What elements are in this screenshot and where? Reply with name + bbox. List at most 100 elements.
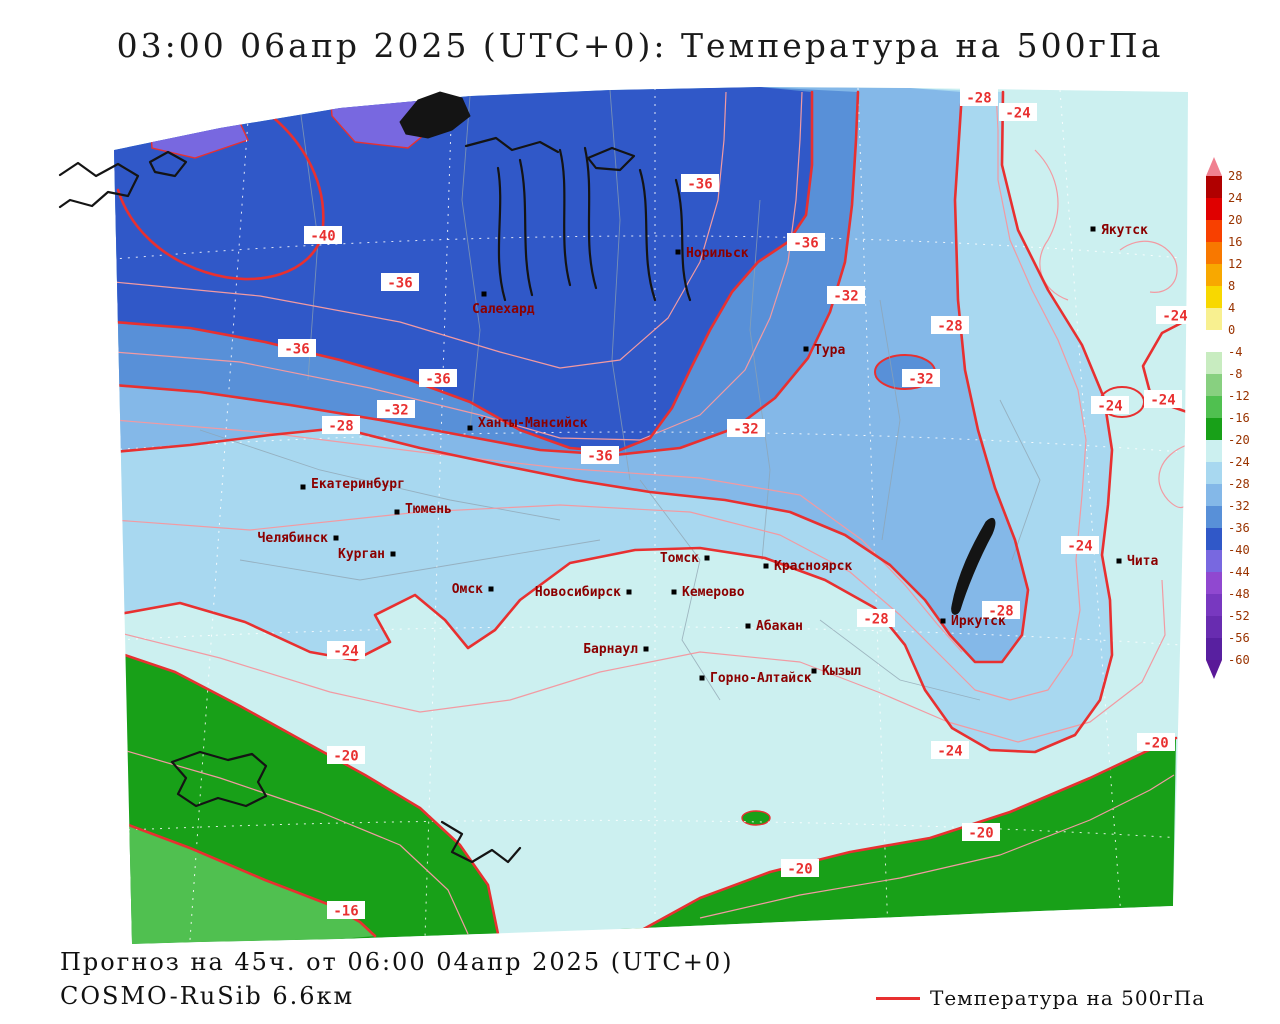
ob-bay: [496, 158, 534, 302]
contour-label-bg: [327, 641, 365, 659]
colorbar-segment: [1206, 396, 1222, 418]
contour-label-bg: [1156, 306, 1194, 324]
colorbar-tick-label: -32: [1228, 499, 1250, 513]
colorbar-tick-label: 0: [1228, 323, 1235, 337]
contour-label-bg: [960, 88, 998, 106]
city-label: Кемерово: [682, 585, 745, 600]
city-label: Барнаул: [583, 642, 638, 657]
city-label: Красноярск: [774, 559, 852, 574]
city-marker: [394, 509, 400, 515]
colorbar-tick-label: 4: [1228, 301, 1235, 315]
city-label: Кызыл: [822, 664, 861, 679]
colorbar-segment: [1206, 506, 1222, 528]
city-label: Челябинск: [258, 531, 329, 546]
contour-label: -24: [937, 744, 962, 760]
contour-label-bg: [304, 226, 342, 244]
contour-label-bg: [1144, 390, 1182, 408]
city-label: Салехард: [472, 302, 535, 317]
colorbar-tick-label: -36: [1228, 521, 1250, 535]
city-marker: [803, 346, 809, 352]
colorbar-tick-label: 8: [1228, 279, 1235, 293]
temp-band-minus16-southeast: [620, 738, 1176, 931]
contour-label-bg: [1137, 733, 1175, 751]
colorbar-segment: [1206, 594, 1222, 616]
temperature-bands: [114, 87, 1176, 944]
novaya-zemlya: [399, 91, 471, 139]
contour-label-bg: [931, 741, 969, 759]
contour-label: -36: [687, 177, 712, 193]
contour-label-bg: [827, 286, 865, 304]
legend: Температура на 500гПа: [876, 986, 1205, 1010]
colorbar-segment: [1206, 330, 1222, 352]
forecast-info: Прогноз на 45ч. от 06:00 04апр 2025 (UTC…: [60, 948, 734, 976]
contour-label-bg: [327, 746, 365, 764]
contour-minus32: [114, 90, 860, 457]
island: [148, 150, 188, 178]
city-label: Екатеринбург: [311, 477, 405, 492]
city-marker: [300, 484, 306, 490]
city-marker: [626, 589, 632, 595]
city-marker: [745, 623, 751, 629]
city-marker: [811, 668, 817, 674]
legend-line-sample: [876, 996, 920, 1000]
colorbar-segment: [1206, 572, 1222, 594]
colorbar-segment: [1206, 198, 1222, 220]
colorbar-segment: [1206, 418, 1222, 440]
contour-label-bg: [902, 369, 940, 387]
colorbar-arrow-down: [1206, 660, 1222, 679]
city-label: Новосибирск: [535, 585, 621, 600]
coast-segment: [464, 136, 560, 154]
contour-label-bg: [857, 609, 895, 627]
city-marker: [940, 618, 946, 624]
contour-label-bg: [999, 103, 1037, 121]
city-marker: [643, 646, 649, 652]
city-marker: [481, 291, 487, 297]
temp-band-minus36: [114, 87, 812, 452]
colorbar-segment: [1206, 374, 1222, 396]
taz-yenisei-bays: [558, 146, 692, 302]
colorbar-segment: [1206, 616, 1222, 638]
colorbar-tick-label: -44: [1228, 565, 1250, 579]
colorbar-tick-label: -8: [1228, 367, 1242, 381]
city-marker: [699, 675, 705, 681]
contour-minus20-southwest: [114, 650, 500, 936]
contour-label: -20: [968, 826, 993, 842]
contour-label-bg: [581, 446, 619, 464]
colorbar-segment: [1206, 264, 1222, 286]
colorbar-tick-label: -24: [1228, 455, 1250, 469]
colorbar-tick-label: -60: [1228, 653, 1250, 667]
contour-label: -32: [383, 403, 408, 419]
city-marker: [488, 586, 494, 592]
contour-label: -36: [587, 449, 612, 465]
city-marker: [333, 535, 339, 541]
colorbar-tick-label: -52: [1228, 609, 1250, 623]
city-label: Омск: [452, 582, 483, 597]
contour-label-bg: [681, 174, 719, 192]
contour-label: -28: [966, 91, 991, 107]
contour-label-bg: [377, 400, 415, 418]
city-label: Абакан: [756, 619, 803, 634]
contour-label: -28: [328, 419, 353, 435]
colorbar-tick-label: -12: [1228, 389, 1250, 403]
contour-label: -20: [333, 749, 358, 765]
contour-minus40: [116, 98, 325, 281]
contour-label-bg: [327, 901, 365, 919]
contour-label-bg: [1091, 396, 1129, 414]
city-label: Якутск: [1101, 223, 1148, 238]
contour-label: -20: [1143, 736, 1168, 752]
contour-label: -36: [793, 236, 818, 252]
contour-label-bg: [381, 273, 419, 291]
legend-label: Температура на 500гПа: [930, 986, 1206, 1010]
border-segment: [440, 820, 522, 864]
contour-label: -20: [787, 862, 812, 878]
city-label: Иркутск: [951, 614, 1006, 629]
contour-label: -16: [333, 904, 358, 920]
colorbar-segment: [1206, 176, 1222, 198]
city-marker: [467, 425, 473, 431]
contour-label: -24: [1067, 539, 1092, 555]
contour-label-bg: [781, 859, 819, 877]
graticule: [114, 87, 1183, 941]
contour-minus16: [114, 818, 377, 938]
contour-minus20-southeast: [638, 736, 1178, 933]
arctic-coast: [58, 161, 140, 209]
